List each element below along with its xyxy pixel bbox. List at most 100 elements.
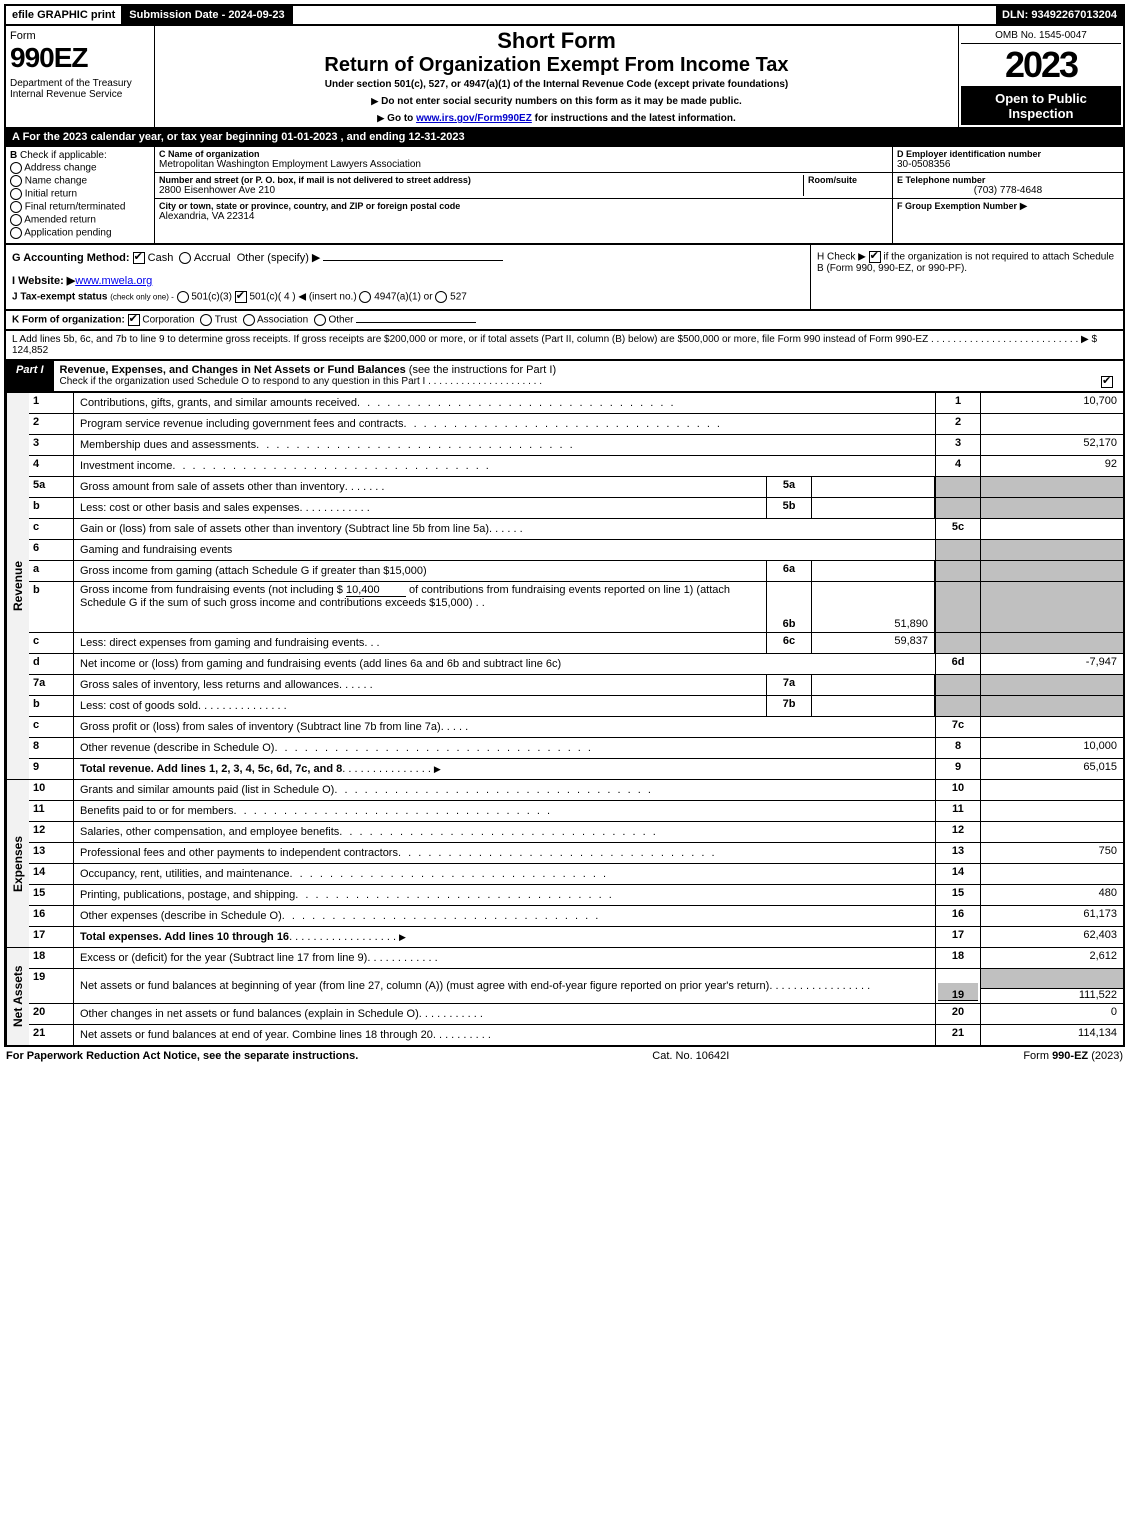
tax-year: 2023 [961, 44, 1121, 87]
line-19: 19 Net assets or fund balances at beginn… [29, 969, 1123, 1004]
side-tab-netassets: Net Assets [6, 948, 29, 1045]
val-6b-contrib: 10,400 [346, 584, 406, 597]
telephone: (703) 778-4648 [897, 185, 1119, 196]
row-i: I Website: ▶www.mwela.org [12, 274, 804, 287]
col-b-checkboxes: B Check if applicable: Address change Na… [6, 147, 155, 243]
irs-link[interactable]: www.irs.gov/Form990EZ [416, 113, 532, 124]
line-3: 3 Membership dues and assessments 3 52,1… [29, 435, 1123, 456]
cb-initial-return[interactable]: Initial return [10, 188, 150, 200]
footer-left: For Paperwork Reduction Act Notice, see … [6, 1050, 358, 1062]
city-label: City or town, state or province, country… [159, 201, 888, 211]
header-center: Short Form Return of Organization Exempt… [155, 26, 959, 127]
cb-application-pending[interactable]: Application pending [10, 227, 150, 239]
val-7c [980, 717, 1123, 737]
line-13: 13 Professional fees and other payments … [29, 843, 1123, 864]
line-7b: b Less: cost of goods sold . . . . . . .… [29, 696, 1123, 717]
cb-address-change[interactable]: Address change [10, 162, 150, 174]
note-link: Go to www.irs.gov/Form990EZ for instruct… [161, 113, 952, 124]
cb-4947[interactable] [359, 291, 371, 303]
f-arrow-icon: ▶ [1020, 201, 1028, 212]
section-bcdef: B Check if applicable: Address change Na… [4, 147, 1125, 245]
row-a-tax-year: A For the 2023 calendar year, or tax yea… [4, 129, 1125, 147]
line-21: 21 Net assets or fund balances at end of… [29, 1025, 1123, 1045]
cb-name-change[interactable]: Name change [10, 175, 150, 187]
cb-accrual[interactable] [179, 252, 191, 264]
cb-other-org[interactable] [314, 314, 326, 326]
val-15: 480 [980, 885, 1123, 905]
val-14 [980, 864, 1123, 884]
cb-501c3[interactable] [177, 291, 189, 303]
line-6a: a Gross income from gaming (attach Sched… [29, 561, 1123, 582]
line-1: 1 Contributions, gifts, grants, and simi… [29, 393, 1123, 414]
row-l: L Add lines 5b, 6c, and 7b to line 9 to … [4, 331, 1125, 361]
line-18: 18 Excess or (deficit) for the year (Sub… [29, 948, 1123, 969]
omb-number: OMB No. 1545-0047 [961, 28, 1121, 44]
website-link[interactable]: www.mwela.org [75, 275, 152, 287]
org-name: Metropolitan Washington Employment Lawye… [159, 159, 888, 170]
val-6d: -7,947 [980, 654, 1123, 674]
col-def: D Employer identification number 30-0508… [893, 147, 1123, 243]
val-6c: 59,837 [812, 633, 935, 653]
val-7b [812, 696, 935, 716]
line-14: 14 Occupancy, rent, utilities, and maint… [29, 864, 1123, 885]
val-16: 61,173 [980, 906, 1123, 926]
val-8: 10,000 [980, 738, 1123, 758]
val-10 [980, 780, 1123, 800]
topbar: efile GRAPHIC print Submission Date - 20… [4, 4, 1125, 26]
header-right: OMB No. 1545-0047 2023 Open to Public In… [959, 26, 1123, 127]
public-inspection: Open to Public Inspection [961, 87, 1121, 125]
cb-trust[interactable] [200, 314, 212, 326]
c-name-label: C Name of organization [159, 149, 888, 159]
val-1: 10,700 [980, 393, 1123, 413]
addr-label: Number and street (or P. O. box, if mail… [159, 175, 799, 185]
main-title: Return of Organization Exempt From Incom… [161, 54, 952, 77]
form-number: 990EZ [10, 42, 150, 74]
cb-schedule-o[interactable] [1101, 376, 1113, 388]
cb-cash[interactable] [133, 252, 145, 264]
part-1-header: Part I Revenue, Expenses, and Changes in… [4, 361, 1125, 393]
line-8: 8 Other revenue (describe in Schedule O)… [29, 738, 1123, 759]
row-h: H Check ▶ if the organization is not req… [810, 245, 1123, 309]
line-15: 15 Printing, publications, postage, and … [29, 885, 1123, 906]
val-3: 52,170 [980, 435, 1123, 455]
cb-527[interactable] [435, 291, 447, 303]
note-ssn: Do not enter social security numbers on … [161, 96, 952, 107]
cb-amended-return[interactable]: Amended return [10, 214, 150, 226]
val-4: 92 [980, 456, 1123, 476]
department: Department of the Treasury Internal Reve… [10, 78, 150, 100]
form-label: Form [10, 30, 150, 42]
val-5b [812, 498, 935, 518]
other-method-input[interactable] [323, 260, 503, 261]
cb-schedule-b[interactable] [869, 251, 881, 263]
cb-501c[interactable] [235, 291, 247, 303]
line-5a: 5a Gross amount from sale of assets othe… [29, 477, 1123, 498]
val-21: 114,134 [980, 1025, 1123, 1045]
line-5b: b Less: cost or other basis and sales ex… [29, 498, 1123, 519]
col-c-org-info: C Name of organization Metropolitan Wash… [155, 147, 893, 243]
org-city: Alexandria, VA 22314 [159, 211, 888, 222]
cb-corporation[interactable] [128, 314, 140, 326]
line-20: 20 Other changes in net assets or fund b… [29, 1004, 1123, 1025]
efile-link[interactable]: efile GRAPHIC print [6, 6, 123, 24]
line-11: 11 Benefits paid to or for members 11 [29, 801, 1123, 822]
val-5a [812, 477, 935, 497]
val-6b: 51,890 [812, 582, 935, 632]
row-k: K Form of organization: Corporation Trus… [4, 311, 1125, 331]
room-label: Room/suite [808, 175, 888, 185]
line-6b: b Gross income from fundraising events (… [29, 582, 1123, 633]
footer-right: Form 990-EZ (2023) [1023, 1050, 1123, 1062]
val-7a [812, 675, 935, 695]
line-6c: c Less: direct expenses from gaming and … [29, 633, 1123, 654]
part-1-check-o: Check if the organization used Schedule … [60, 376, 1117, 387]
val-17: 62,403 [980, 927, 1123, 947]
form-header: Form 990EZ Department of the Treasury In… [4, 26, 1125, 129]
val-2 [980, 414, 1123, 434]
cb-association[interactable] [243, 314, 255, 326]
page-footer: For Paperwork Reduction Act Notice, see … [4, 1047, 1125, 1065]
cb-final-return[interactable]: Final return/terminated [10, 201, 150, 213]
val-11 [980, 801, 1123, 821]
header-left: Form 990EZ Department of the Treasury In… [6, 26, 155, 127]
line-9: 9 Total revenue. Add lines 1, 2, 3, 4, 5… [29, 759, 1123, 779]
line-4: 4 Investment income 4 92 [29, 456, 1123, 477]
other-org-input[interactable] [356, 322, 476, 323]
